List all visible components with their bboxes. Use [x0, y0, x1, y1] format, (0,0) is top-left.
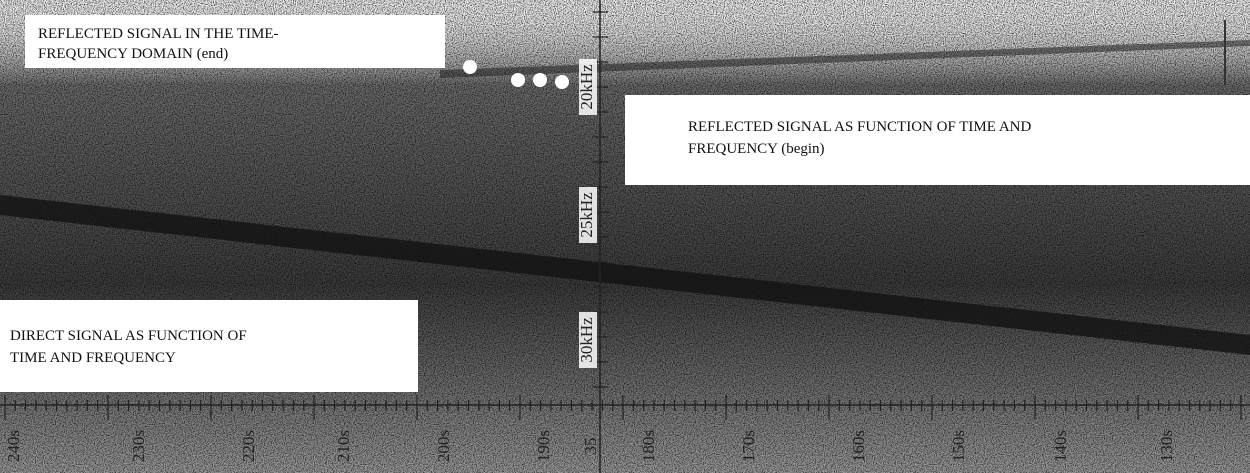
annotation-box — [25, 15, 445, 68]
annotation-line: REFLECTED SIGNAL AS FUNCTION OF TIME AND — [688, 119, 1032, 135]
dots — [463, 60, 569, 89]
dot — [511, 73, 525, 87]
annotation: REFLECTED SIGNAL AS FUNCTION OF TIME AND… — [688, 119, 1035, 157]
time-label: 210s — [334, 430, 353, 462]
annotation: DIRECT SIGNAL AS FUNCTION OF TIME AND FR… — [10, 328, 250, 366]
label-bg — [579, 59, 597, 115]
annotation-line: TIME AND FREQUENCY — [10, 350, 176, 366]
frequency-label: 25kHz — [577, 192, 596, 238]
time-label: 190s — [534, 430, 553, 462]
time-label: 220s — [239, 430, 258, 462]
time-label: 140s — [1051, 430, 1070, 462]
annotation-line: REFLECTED SIGNAL IN THE TIME- — [38, 26, 279, 42]
direct-signal-trace — [0, 195, 1250, 355]
annotation-line: DIRECT SIGNAL AS FUNCTION OF — [10, 328, 247, 344]
annotation-box — [0, 300, 418, 392]
reflected-signal-trace — [440, 40, 1250, 78]
time-label: 230s — [129, 430, 148, 462]
dot — [555, 75, 569, 89]
time-label: 130s — [1157, 430, 1176, 462]
annotation-box — [625, 95, 1250, 185]
annotation-line: FREQUENCY DOMAIN (end) — [38, 46, 228, 62]
frequency-label: 30kHz — [577, 317, 596, 363]
dot — [463, 60, 477, 74]
dot — [533, 73, 547, 87]
time-label: 240s — [4, 430, 23, 462]
label-bg — [579, 312, 597, 368]
time-label: 180s — [639, 430, 658, 462]
time-label: 170s — [739, 430, 758, 462]
annotation: REFLECTED SIGNAL IN THE TIME- FREQUENCY … — [38, 26, 282, 62]
time-label: 35 — [581, 438, 600, 455]
axis-labels: 240s 230s 220s 210s 200s 190s 35 180s 170s 160s 15… — [4, 59, 1176, 462]
time-label: 160s — [849, 430, 868, 462]
frequency-label: 20kHz — [577, 64, 596, 110]
time-label: 200s — [434, 430, 453, 462]
annotation-line: FREQUENCY (begin) — [688, 141, 825, 157]
label-bg — [579, 187, 597, 243]
time-label: 150s — [949, 430, 968, 462]
